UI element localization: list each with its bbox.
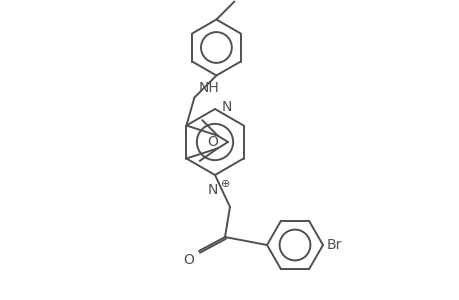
Text: N: N — [222, 100, 232, 114]
Text: Br: Br — [326, 238, 341, 252]
Text: O: O — [183, 253, 194, 267]
Text: N: N — [207, 183, 218, 197]
Text: O: O — [207, 135, 218, 149]
Text: NH: NH — [198, 80, 218, 94]
Text: ⊕: ⊕ — [220, 179, 230, 189]
